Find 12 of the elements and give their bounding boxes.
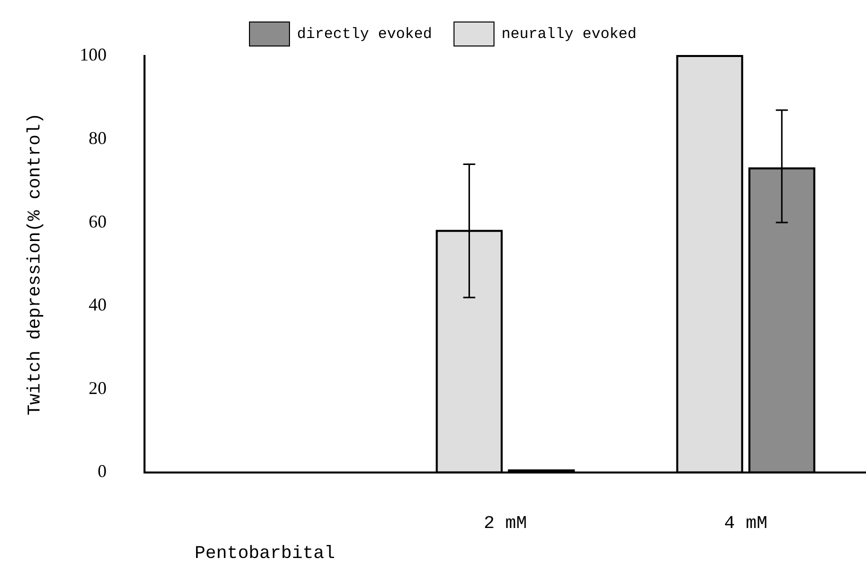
- legend-label: neurally evoked: [502, 26, 637, 43]
- x-tick-label: 4 mM: [724, 514, 768, 534]
- x-axis-title: Pentobarbital: [194, 544, 336, 564]
- y-tick-label: 100: [80, 44, 107, 65]
- legend-label: directly evoked: [296, 26, 432, 43]
- y-tick-label: 0: [98, 461, 107, 482]
- x-tick-label: 2 mM: [484, 514, 527, 534]
- y-tick-label: 40: [88, 294, 107, 315]
- y-tick-label: 20: [88, 378, 107, 398]
- y-axis-title: Twitch depression(% control): [26, 112, 46, 416]
- y-tick-label: 80: [88, 128, 107, 148]
- y-tick-label: 60: [88, 211, 107, 232]
